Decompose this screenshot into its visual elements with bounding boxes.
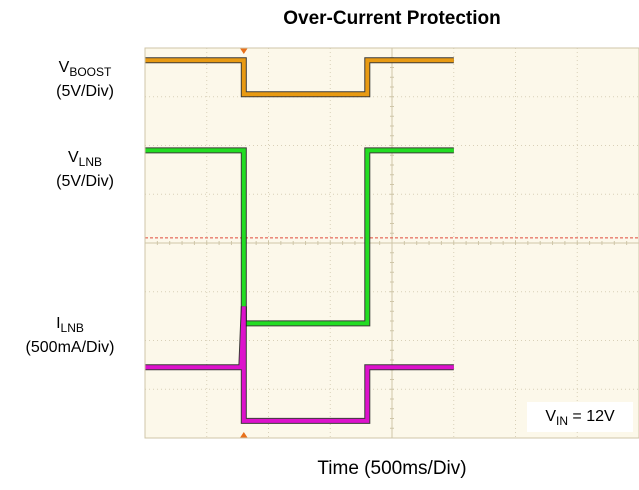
vin-annotation: VIN = 12V (527, 402, 633, 432)
label-vlnb-scale: (5V/Div) (56, 173, 114, 190)
label-ilnb-sub: LNB (60, 321, 84, 335)
label-vlnb: VLNB (5V/Div) (30, 148, 140, 191)
label-vboost-main: V (58, 59, 70, 76)
x-axis-label: Time (500ms/Div) (317, 458, 467, 479)
label-vboost-scale: (5V/Div) (56, 83, 114, 100)
label-vboost-sub: BOOST (69, 65, 112, 79)
plot-frame (144, 47, 639, 439)
vin-sub: IN (555, 414, 568, 428)
label-ilnb-scale: (500mA/Div) (25, 339, 115, 356)
trigger-marker-top (239, 48, 248, 54)
trigger-marker-bottom (239, 432, 248, 438)
trace-ilnb (145, 306, 454, 423)
chart-title: Over-Current Protection (283, 8, 501, 29)
trace-vboost (145, 58, 454, 97)
label-vlnb-main: V (67, 149, 79, 166)
vin-rest: = 12V (567, 408, 615, 425)
vin-main: V (545, 408, 556, 425)
trace-vlnb (145, 148, 454, 326)
label-ilnb: ILNB (500mA/Div) (2, 314, 138, 357)
label-vlnb-sub: LNB (78, 155, 102, 169)
label-ilnb-main: I (56, 315, 61, 332)
label-vboost: VBOOST (5V/Div) (30, 58, 140, 101)
